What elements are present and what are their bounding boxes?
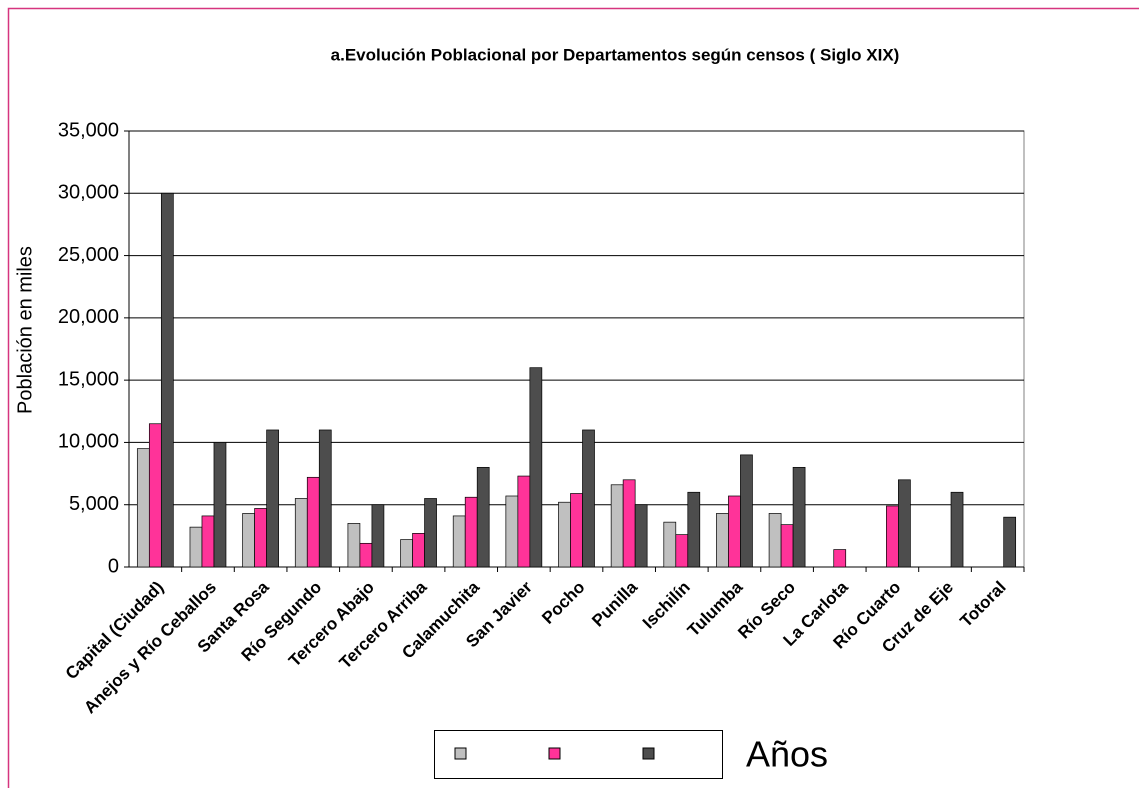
bar bbox=[371, 504, 385, 568]
bar bbox=[768, 513, 782, 568]
bar bbox=[505, 495, 519, 568]
bar bbox=[728, 495, 741, 568]
y-tick-label: 20,000 bbox=[58, 306, 119, 328]
legend-box bbox=[434, 730, 723, 779]
bar bbox=[582, 429, 595, 568]
bar bbox=[950, 491, 964, 568]
y-tick-label: 15,000 bbox=[58, 368, 119, 390]
bar bbox=[242, 513, 255, 568]
y-tick-label: 35,000 bbox=[58, 119, 119, 141]
bar bbox=[833, 549, 847, 568]
bar bbox=[452, 515, 466, 568]
bar bbox=[412, 533, 425, 568]
bar bbox=[424, 498, 437, 568]
bar bbox=[476, 466, 490, 568]
bar bbox=[254, 508, 267, 568]
bar bbox=[898, 479, 911, 568]
bar bbox=[318, 429, 332, 568]
bar bbox=[792, 466, 806, 568]
legend-swatch bbox=[642, 747, 655, 760]
bar bbox=[160, 192, 174, 568]
y-tick-label: 30,000 bbox=[58, 182, 119, 204]
bar bbox=[148, 423, 162, 568]
bar bbox=[294, 498, 308, 568]
bar bbox=[716, 513, 729, 568]
y-axis-label: Población en miles bbox=[14, 246, 36, 414]
bar bbox=[740, 454, 753, 568]
bar bbox=[886, 505, 899, 568]
bar bbox=[529, 367, 543, 568]
bar bbox=[1003, 516, 1017, 568]
y-tick-label: 25,000 bbox=[58, 244, 119, 266]
bar bbox=[201, 515, 215, 568]
bar bbox=[347, 523, 361, 568]
y-tick-label: 0 bbox=[108, 555, 119, 577]
bar bbox=[359, 542, 373, 568]
bar bbox=[517, 475, 531, 568]
legend-swatch bbox=[454, 747, 467, 760]
bar bbox=[675, 534, 689, 568]
y-tick-label: 5,000 bbox=[69, 493, 119, 515]
bar bbox=[400, 539, 413, 568]
legend-swatch bbox=[548, 747, 561, 760]
bar bbox=[136, 448, 150, 568]
chart-title: a.Evolución Poblacional por Departamento… bbox=[331, 45, 900, 64]
bar bbox=[780, 524, 794, 568]
bar bbox=[622, 479, 636, 568]
bar bbox=[464, 496, 478, 568]
bar bbox=[634, 504, 648, 568]
bar bbox=[610, 484, 624, 568]
bar bbox=[570, 493, 583, 568]
bar bbox=[306, 476, 320, 568]
bar bbox=[663, 521, 677, 568]
bar bbox=[213, 442, 227, 568]
bar bbox=[189, 526, 203, 568]
legend-title: Años bbox=[746, 734, 828, 775]
bar bbox=[266, 429, 279, 568]
bar bbox=[558, 501, 571, 568]
y-tick-label: 10,000 bbox=[58, 431, 119, 453]
bar bbox=[687, 491, 701, 568]
